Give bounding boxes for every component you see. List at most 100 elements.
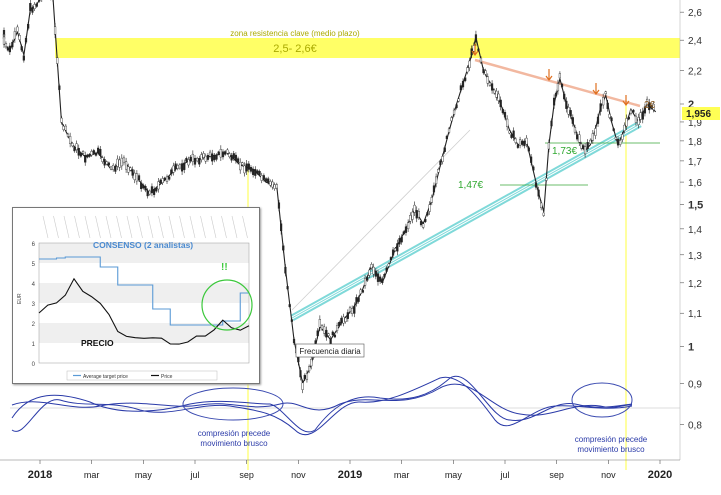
candle-body bbox=[230, 155, 233, 161]
candle-body bbox=[33, 4, 36, 9]
candle-body bbox=[280, 223, 283, 232]
candle-body bbox=[174, 163, 177, 170]
candle-body bbox=[368, 269, 371, 276]
candle-body bbox=[516, 144, 520, 148]
inset-y-tick: 1 bbox=[32, 342, 36, 348]
candle-body bbox=[56, 57, 59, 64]
inset-y-tick: 3 bbox=[32, 302, 36, 308]
candle-body bbox=[419, 221, 423, 226]
x-tick-label: mar bbox=[394, 470, 410, 480]
x-tick-label: sep bbox=[549, 470, 564, 480]
candle-body bbox=[146, 190, 149, 197]
candle-body bbox=[366, 276, 369, 281]
candle-body bbox=[20, 46, 23, 51]
candle-body bbox=[490, 83, 494, 91]
y-tick-label: 1,2 bbox=[688, 279, 702, 290]
x-tick-label: 2018 bbox=[28, 469, 52, 481]
candle-body bbox=[75, 143, 78, 151]
candle-body bbox=[357, 297, 360, 302]
candle-body bbox=[591, 133, 594, 141]
annotation-1-line2: movimiento brusco bbox=[200, 439, 268, 448]
candle-body bbox=[88, 153, 91, 157]
candle-body bbox=[105, 161, 108, 165]
candle-body bbox=[243, 165, 246, 174]
consensus-inset: 6 5 4 3 2 1 0 EUR CONSENSO (2 analistas) PRECIO!!… bbox=[12, 207, 260, 384]
candle-body bbox=[29, 2, 32, 11]
candle-body bbox=[97, 147, 100, 154]
candle-body bbox=[625, 118, 628, 127]
candle-body bbox=[22, 55, 25, 61]
candle-body bbox=[176, 165, 179, 169]
level-label-173: 1,73€ bbox=[552, 146, 577, 157]
candle-body bbox=[323, 326, 326, 334]
candle-body bbox=[193, 157, 197, 165]
candle-body bbox=[178, 164, 182, 169]
candle-body bbox=[573, 127, 577, 133]
inset-y-tick: 0 bbox=[32, 362, 36, 368]
candle-body bbox=[614, 137, 617, 140]
candle-body bbox=[292, 338, 296, 344]
candle-body bbox=[249, 166, 253, 172]
candle-body bbox=[571, 117, 574, 124]
level-label-2: 2€ bbox=[644, 100, 656, 111]
candle-body bbox=[269, 181, 272, 186]
downtrend-line bbox=[474, 58, 641, 108]
candle-body bbox=[604, 91, 607, 95]
inset-date-label bbox=[147, 215, 154, 239]
inset-date-label bbox=[116, 215, 122, 239]
candle-body bbox=[396, 243, 399, 252]
candle-body bbox=[264, 178, 268, 182]
candle-body bbox=[372, 266, 375, 275]
candle-body bbox=[482, 68, 485, 74]
candle-body bbox=[385, 267, 388, 272]
candle-body bbox=[116, 158, 119, 167]
candle-body bbox=[159, 179, 162, 184]
candle-body bbox=[497, 93, 500, 101]
candle-body bbox=[92, 150, 95, 154]
x-tick-label: nov bbox=[601, 470, 616, 480]
candle-body bbox=[474, 34, 478, 43]
candle-body bbox=[267, 178, 270, 183]
candle-body bbox=[168, 176, 171, 180]
candle-body bbox=[316, 330, 319, 337]
candle-body bbox=[335, 325, 339, 331]
compression-circle-2019 bbox=[571, 382, 633, 418]
candle-body bbox=[359, 289, 362, 294]
candle-body bbox=[580, 143, 583, 149]
inset-date-label bbox=[42, 215, 49, 239]
y-tick-label: 1,4 bbox=[688, 225, 702, 236]
candle-body bbox=[586, 142, 589, 150]
candle-body bbox=[208, 151, 212, 157]
inset-date-label bbox=[63, 215, 70, 239]
candle-body bbox=[135, 173, 138, 182]
candle-body bbox=[398, 238, 401, 245]
inset-legend-price: Price bbox=[161, 374, 173, 380]
candle-body bbox=[493, 89, 496, 94]
candle-body bbox=[578, 134, 581, 143]
candle-body bbox=[439, 160, 442, 165]
inset-y-tick: 5 bbox=[32, 262, 36, 268]
candle-body bbox=[252, 168, 255, 175]
candle-body bbox=[606, 102, 609, 109]
candle-body bbox=[228, 153, 231, 158]
candle-body bbox=[381, 278, 384, 283]
candle-body bbox=[187, 159, 190, 166]
inset-band bbox=[39, 283, 249, 303]
candle-body bbox=[443, 147, 446, 152]
candle-body bbox=[639, 112, 642, 120]
annotation-2-line2: movimiento brusco bbox=[577, 445, 645, 454]
candle-body bbox=[4, 43, 8, 48]
inset-date-label bbox=[200, 215, 206, 239]
candle-body bbox=[501, 109, 504, 114]
candle-body bbox=[344, 317, 347, 322]
candle-body bbox=[565, 100, 568, 109]
candle-body bbox=[545, 177, 548, 181]
candle-body bbox=[363, 278, 367, 286]
candle-body bbox=[563, 93, 566, 100]
y-tick-label: 1,7 bbox=[688, 157, 702, 168]
candle-body bbox=[58, 85, 61, 90]
candle-body bbox=[400, 236, 403, 243]
candle-body bbox=[333, 334, 337, 338]
candle-body bbox=[634, 115, 638, 123]
